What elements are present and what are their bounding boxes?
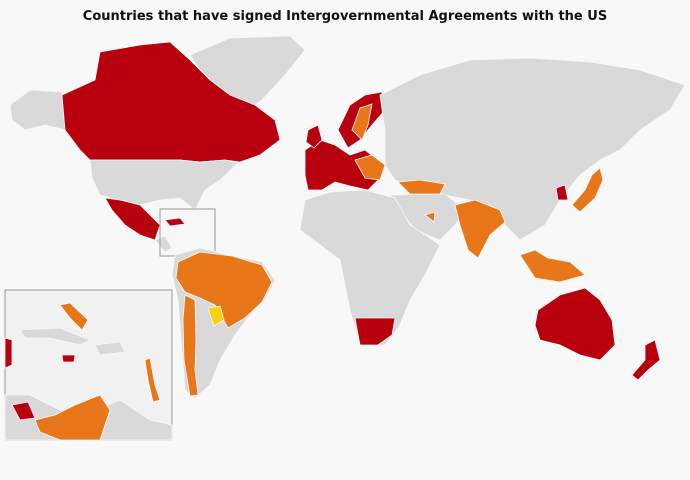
inset-hispaniola (94, 341, 126, 356)
chile (182, 294, 199, 397)
inset-jamaica (61, 354, 76, 363)
uae (424, 211, 436, 223)
inset-guatemala (11, 401, 36, 421)
japan (571, 167, 604, 213)
inset-florida (4, 337, 13, 369)
central-europe (354, 154, 386, 181)
australia (534, 287, 616, 361)
brazil-region (175, 251, 273, 329)
inset-antilles (144, 357, 161, 403)
inset-cuba (19, 327, 91, 346)
paraguay (207, 305, 225, 327)
uk-ireland (305, 124, 323, 149)
korea (555, 184, 569, 201)
alaska (9, 89, 67, 131)
central-america (154, 235, 173, 253)
caribbean (164, 217, 186, 227)
india (454, 199, 506, 259)
new-zealand (631, 339, 661, 381)
map-title: Countries that have signed Intergovernme… (82, 9, 608, 24)
inset-bahamas (59, 302, 89, 331)
western-europe (304, 139, 381, 191)
southeast-asia (519, 249, 586, 283)
inset-panama-colombia (34, 394, 111, 441)
sweden-finland (351, 103, 373, 141)
mexico (104, 197, 161, 241)
usa (89, 159, 239, 211)
africa (299, 189, 441, 346)
south-africa (354, 317, 396, 346)
turkey (397, 179, 446, 195)
